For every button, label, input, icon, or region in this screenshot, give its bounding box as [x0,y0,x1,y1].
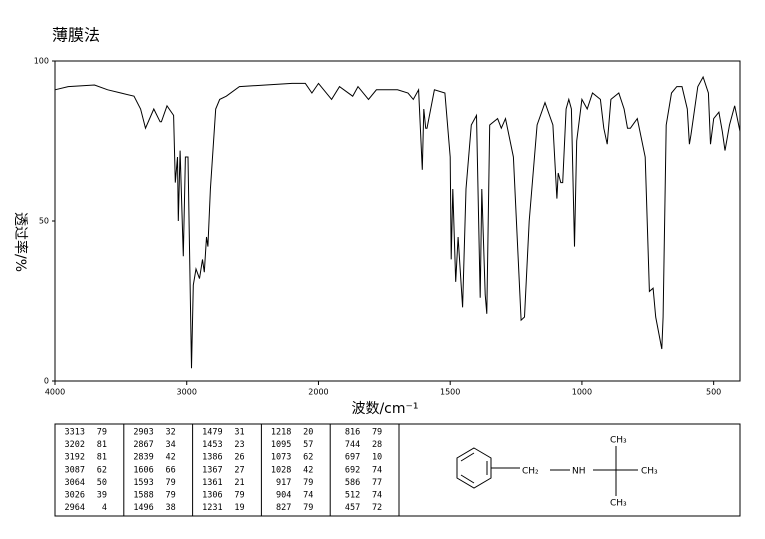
peak-wavenumber: 1361 [202,478,222,488]
peak-wavenumber: 1588 [133,491,153,501]
peak-wavenumber: 1073 [271,453,291,463]
peak-wavenumber: 586 [345,478,360,488]
peak-wavenumber: 3064 [65,478,85,488]
peak-transmittance: 21 [234,478,244,488]
page-title: 薄膜法 [52,26,100,45]
peak-wavenumber: 1367 [202,465,222,475]
table-frame [54,423,741,517]
peak-transmittance: 62 [97,465,107,475]
y-tick-label: 100 [34,57,49,66]
peak-wavenumber: 816 [345,428,360,438]
peak-transmittance: 79 [166,478,176,488]
peak-wavenumber: 2839 [133,453,153,463]
ring-double-bond [460,474,475,484]
peak-transmittance: 79 [234,491,244,501]
x-tick-label: 500 [706,388,721,397]
peak-transmittance: 23 [234,440,244,450]
peak-wavenumber: 457 [345,503,360,513]
y-axis-label: 透过率/% [12,212,29,272]
peak-transmittance: 57 [303,440,313,450]
peak-wavenumber: 3192 [65,453,85,463]
peak-transmittance: 27 [234,465,244,475]
peak-transmittance: 31 [234,428,244,438]
y-tick-label: 50 [39,217,49,226]
x-axis-label: 波数/cm⁻¹ [351,401,418,417]
peak-wavenumber: 3313 [65,428,85,438]
peak-transmittance: 50 [97,478,107,488]
peak-transmittance: 79 [372,428,382,438]
peak-transmittance: 10 [372,453,382,463]
peak-transmittance: 79 [97,428,107,438]
peak-wavenumber: 2964 [65,503,85,513]
y-tick-label: 0 [44,377,49,386]
peak-transmittance: 79 [303,478,313,488]
group-label: CH₃ [610,436,627,446]
group-label: CH₃ [641,467,658,477]
peak-wavenumber: 3026 [65,491,85,501]
peak-wavenumber: 1453 [202,440,222,450]
x-tick-label: 1000 [572,388,592,397]
peak-transmittance: 66 [166,465,176,475]
peak-wavenumber: 1095 [271,440,291,450]
peak-transmittance: 79 [166,491,176,501]
peak-transmittance: 74 [303,491,313,501]
group-label: CH₂ [522,467,539,477]
peak-transmittance: 42 [303,465,313,475]
peak-wavenumber: 1231 [202,503,222,513]
peak-wavenumber: 1386 [202,453,222,463]
structure [456,446,638,496]
peak-wavenumber: 3087 [65,465,85,475]
peak-wavenumber: 1028 [271,465,291,475]
peak-wavenumber: 512 [345,491,360,501]
peak-wavenumber: 1606 [133,465,153,475]
peak-wavenumber: 1496 [133,503,153,513]
peak-wavenumber: 692 [345,465,360,475]
peak-wavenumber: 1218 [271,428,291,438]
peak-transmittance: 32 [166,428,176,438]
group-label: CH₃ [610,499,627,509]
peak-wavenumber: 744 [345,440,360,450]
peak-transmittance: 39 [97,491,107,501]
peak-transmittance: 81 [97,440,107,450]
peak-wavenumber: 904 [276,491,291,501]
peak-transmittance: 72 [372,503,382,513]
peak-wavenumber: 1306 [202,491,222,501]
x-tick-label: 4000 [45,388,65,397]
spectrum-line [54,75,741,369]
peak-transmittance: 19 [234,503,244,513]
peak-transmittance: 74 [372,465,382,475]
peak-wavenumber: 1593 [133,478,153,488]
x-tick-label: 2000 [308,388,328,397]
peak-transmittance: 38 [166,503,176,513]
peak-transmittance: 77 [372,478,382,488]
ring-double-bond [460,452,475,462]
peak-wavenumber: 3202 [65,440,85,450]
plot-frame [54,60,741,382]
peak-wavenumber: 697 [345,453,360,463]
peak-transmittance: 74 [372,491,382,501]
peak-transmittance: 62 [303,453,313,463]
peak-transmittance: 34 [166,440,176,450]
peak-transmittance: 28 [372,440,382,450]
peak-wavenumber: 1479 [202,428,222,438]
peak-wavenumber: 917 [276,478,291,488]
peak-transmittance: 4 [102,503,107,513]
peak-transmittance: 20 [303,428,313,438]
peak-wavenumber: 2903 [133,428,153,438]
peak-transmittance: 42 [166,453,176,463]
peak-transmittance: 81 [97,453,107,463]
peak-wavenumber: 827 [276,503,291,513]
peak-wavenumber: 2867 [133,440,153,450]
x-tick-label: 1500 [440,388,460,397]
group-label: NH [572,467,586,477]
peak-transmittance: 26 [234,453,244,463]
peak-transmittance: 79 [303,503,313,513]
benzene-ring [456,447,492,489]
x-tick-label: 3000 [177,388,197,397]
